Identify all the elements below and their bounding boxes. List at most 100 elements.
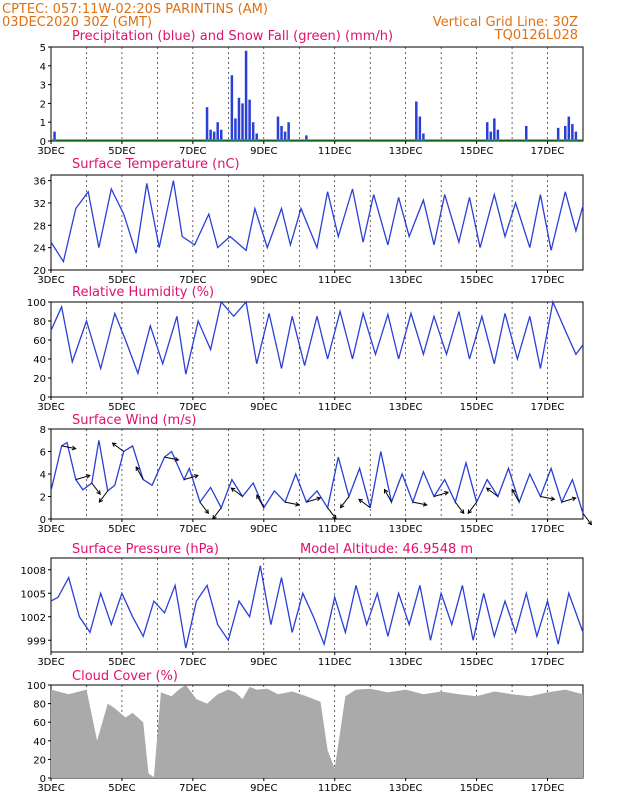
y-tick-label: 0 xyxy=(40,774,46,785)
precip-bar xyxy=(234,118,237,141)
x-tick-label: 9DEC xyxy=(250,783,277,794)
y-tick-label: 40 xyxy=(33,355,46,366)
wind-vector-head xyxy=(256,494,261,500)
x-tick-label: 13DEC xyxy=(389,275,423,286)
header-date: 03DEC2020 30Z (GMT) xyxy=(2,15,152,30)
wind-vector-head xyxy=(485,487,491,492)
x-tick-label: 11DEC xyxy=(318,402,352,413)
x-tick-label: 5DEC xyxy=(108,275,135,286)
wind-vector-head xyxy=(550,496,556,501)
x-tick-label: 7DEC xyxy=(179,657,206,668)
wind-vector xyxy=(433,491,449,497)
x-tick-label: 15DEC xyxy=(460,402,494,413)
precip-bar xyxy=(556,127,560,141)
wind-vector xyxy=(284,501,300,506)
y-tick-label: 3 xyxy=(40,81,46,92)
precip-bar xyxy=(422,133,425,141)
x-tick-label: 11DEC xyxy=(318,524,352,535)
x-tick-label: 17DEC xyxy=(531,657,565,668)
x-tick-label: 5DEC xyxy=(108,146,135,157)
wind-vector xyxy=(98,490,109,503)
wind-title: Surface Wind (m/s) xyxy=(72,413,196,428)
precip-bar xyxy=(564,125,567,141)
precip-bar xyxy=(212,131,216,141)
header-station: CPTEC: 057:11W-02:20S PARINTINS (AM) xyxy=(2,2,268,17)
y-tick-label: 4 xyxy=(40,470,46,481)
wind-vector-head xyxy=(467,509,473,515)
precip-bar xyxy=(255,133,258,141)
y-tick-label: 20 xyxy=(33,755,46,766)
wind-vector-head xyxy=(383,488,389,494)
pressure-title: Surface Pressure (hPa) xyxy=(72,542,219,557)
x-tick-label: 17DEC xyxy=(531,275,565,286)
panel-frame xyxy=(50,46,584,142)
y-tick-label: 8 xyxy=(40,425,46,436)
wind-vector-head xyxy=(422,501,428,507)
wind-vector xyxy=(467,501,478,514)
wind-vector-head xyxy=(316,496,322,502)
wind-vector-head xyxy=(230,487,236,492)
wind-vector xyxy=(454,501,465,514)
wind-vector xyxy=(256,494,265,508)
panel-frame xyxy=(50,428,584,520)
precip-bar xyxy=(496,129,500,141)
model-altitude-note: Model Altitude: 46.9548 m xyxy=(300,542,473,557)
y-tick-label: 1005 xyxy=(21,589,46,600)
wind-vector-head xyxy=(358,498,364,504)
precip-bar xyxy=(219,129,223,141)
y-tick-label: 80 xyxy=(33,317,46,328)
y-tick-label: 0 xyxy=(40,515,46,526)
x-tick-label: 13DEC xyxy=(389,402,423,413)
precip-bar xyxy=(53,131,56,141)
wind-vector xyxy=(212,507,222,520)
y-tick-label: 4 xyxy=(40,62,46,73)
y-tick-label: 5 xyxy=(40,43,46,54)
series-line xyxy=(50,299,584,376)
wind-vector-head xyxy=(111,442,117,447)
precip-bar xyxy=(283,131,287,141)
x-tick-label: 17DEC xyxy=(531,524,565,535)
precip-bar xyxy=(237,97,241,141)
wind-vector xyxy=(112,442,125,452)
wind-vector xyxy=(61,445,76,450)
wind-vector xyxy=(561,497,576,503)
x-tick-label: 11DEC xyxy=(318,275,352,286)
x-tick-label: 5DEC xyxy=(108,524,135,535)
wind-vector xyxy=(91,482,101,495)
precip-bar xyxy=(574,131,578,141)
precip-bar xyxy=(418,116,422,141)
x-tick-label: 15DEC xyxy=(460,657,494,668)
wind-vector xyxy=(358,498,371,509)
y-tick-label: 100 xyxy=(27,681,46,692)
wind-vector-head xyxy=(135,466,140,472)
panel-frame xyxy=(50,174,584,271)
wind-vector-head xyxy=(193,474,199,479)
wind-vector-head xyxy=(339,503,345,509)
x-tick-label: 3DEC xyxy=(37,783,64,794)
y-tick-label: 60 xyxy=(33,718,46,729)
x-tick-label: 3DEC xyxy=(37,657,64,668)
x-tick-label: 3DEC xyxy=(37,524,64,535)
precip-bar xyxy=(567,116,571,141)
wind-vector-head xyxy=(71,445,77,451)
wind-vector-head xyxy=(444,490,450,496)
precip-bar xyxy=(209,129,212,141)
temp-title: Surface Temperature (nC) xyxy=(72,157,240,172)
x-tick-label: 11DEC xyxy=(318,146,352,157)
x-tick-label: 17DEC xyxy=(531,783,565,794)
precip-bar xyxy=(248,99,251,141)
x-tick-label: 7DEC xyxy=(179,275,206,286)
wind-vector-head xyxy=(85,474,91,479)
y-tick-label: 36 xyxy=(33,177,46,188)
precip-bar xyxy=(216,122,219,141)
wind-vector-head xyxy=(96,490,101,496)
x-tick-label: 15DEC xyxy=(460,524,494,535)
wind-vector-head xyxy=(295,501,301,507)
y-tick-label: 28 xyxy=(33,221,46,232)
wind-vector xyxy=(164,456,179,461)
precip-bar xyxy=(493,118,496,141)
x-tick-label: 9DEC xyxy=(250,402,277,413)
rh-title: Relative Humidity (%) xyxy=(72,285,214,300)
precip-bar xyxy=(525,125,528,141)
